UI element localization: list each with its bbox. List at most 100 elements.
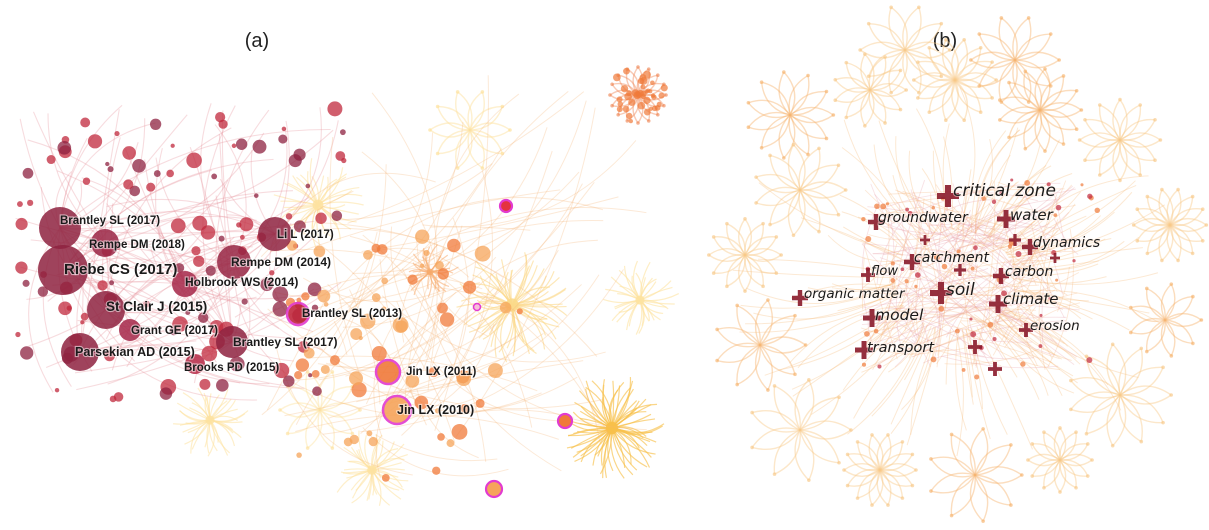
- fan-loop: [789, 91, 828, 116]
- fan-loop: [1164, 283, 1176, 321]
- fan-node: [910, 483, 915, 488]
- keyword-core-edge: [863, 243, 898, 360]
- fan-loop: [930, 456, 976, 476]
- keyword-core-edge: [870, 183, 968, 314]
- fan-node: [480, 166, 485, 170]
- pale-starburst: [603, 260, 680, 335]
- keyword-core-edge: [861, 234, 912, 289]
- fan-node: [625, 119, 630, 123]
- fan-node: [1200, 207, 1205, 212]
- keyword-edge: [758, 258, 896, 275]
- fan-loop: [1130, 319, 1166, 335]
- fan-loop: [950, 474, 976, 516]
- keyword-core-edge: [917, 204, 965, 259]
- fan-loop: [998, 17, 1016, 61]
- fan-loop: [783, 71, 796, 116]
- citation-node: [656, 101, 662, 107]
- fan-loop: [1133, 224, 1171, 233]
- keyword-edge: [943, 136, 953, 231]
- fan-loop: [319, 409, 353, 435]
- citation-edge: [375, 434, 498, 462]
- fan-loop: [954, 79, 982, 113]
- fan-loop: [1098, 104, 1121, 141]
- fan-loop: [799, 189, 821, 232]
- citation-node: [22, 167, 34, 179]
- citation-node: [460, 403, 470, 413]
- fan-loop: [794, 379, 810, 431]
- fan-loop: [1031, 443, 1061, 461]
- keyword-edge: [985, 322, 1040, 400]
- keyword-core-edge: [908, 258, 988, 359]
- fan-loop: [945, 79, 959, 121]
- fan-loop: [1158, 189, 1171, 226]
- node-parsekian-2015: [61, 333, 99, 371]
- keyword-edge: [827, 234, 900, 262]
- citation-node: [648, 106, 654, 111]
- fan-loop: [744, 254, 777, 274]
- fan-loop: [904, 49, 922, 93]
- keyword-core-edge: [924, 214, 1000, 245]
- citation-node: [474, 245, 491, 262]
- keyword-cross-icon: [954, 264, 966, 276]
- fan-loop: [319, 402, 361, 411]
- citation-edge: [408, 127, 548, 287]
- fan-loop: [1164, 319, 1194, 344]
- fan-node: [1083, 117, 1087, 122]
- fan-loop: [778, 114, 791, 159]
- fan-loop: [744, 254, 764, 287]
- citation-edge: [275, 253, 389, 298]
- citation-node: [645, 88, 651, 93]
- fan-loop: [469, 106, 504, 131]
- citation-node: [80, 320, 85, 325]
- fan-loop: [930, 474, 976, 494]
- fan-node: [999, 16, 1004, 20]
- citation-node: [432, 466, 441, 475]
- citation-edge: [371, 92, 438, 417]
- fan-loop: [1059, 427, 1067, 461]
- fan-node: [428, 128, 432, 132]
- keyword-core-edge: [992, 247, 1012, 267]
- keyword-core-edge: [945, 199, 998, 212]
- keyword-core-edge: [952, 212, 980, 230]
- citation-node: [487, 363, 503, 379]
- keyword-core-edge: [930, 188, 1062, 290]
- fan-node: [743, 217, 747, 221]
- citation-node: [311, 304, 319, 312]
- citation-edge: [365, 308, 448, 405]
- fan-loop: [879, 468, 914, 486]
- keyword-node: [987, 321, 994, 328]
- citation-edge: [314, 227, 504, 278]
- fan-loop: [305, 371, 321, 411]
- fan-loop: [869, 89, 907, 98]
- keyword-core-edge: [988, 203, 1065, 318]
- keyword-fan: [929, 427, 1024, 523]
- fan-loop: [843, 469, 881, 477]
- fan-loop: [917, 60, 956, 81]
- fan-node: [725, 284, 729, 289]
- fan-node: [1118, 178, 1122, 183]
- fan-loop: [1031, 459, 1061, 477]
- citation-node: [341, 157, 347, 164]
- fan-loop: [1014, 59, 1032, 103]
- keyword-edge: [989, 165, 1052, 240]
- fan-node: [1026, 16, 1031, 20]
- fan-loop: [835, 77, 871, 91]
- citation-node: [351, 382, 367, 398]
- citation-node: [626, 90, 632, 97]
- fan-loop: [974, 466, 1023, 476]
- keyword-core-edge: [961, 256, 1045, 323]
- fan-loop: [904, 49, 951, 59]
- keyword-edge: [1012, 238, 1106, 266]
- citation-node: [97, 280, 108, 291]
- keyword-core-edge: [897, 190, 964, 213]
- fan-node: [616, 112, 621, 117]
- citation-edge: [403, 91, 569, 422]
- fan-loop: [759, 315, 796, 346]
- citation-node: [437, 268, 449, 280]
- keyword-cross-icon: [930, 282, 952, 304]
- keyword-core-edge: [882, 228, 1061, 367]
- fan-loop: [319, 409, 335, 449]
- keyword-cross-icon: [1022, 239, 1039, 255]
- keyword-core-edge: [883, 200, 1005, 347]
- fan-node: [278, 408, 282, 412]
